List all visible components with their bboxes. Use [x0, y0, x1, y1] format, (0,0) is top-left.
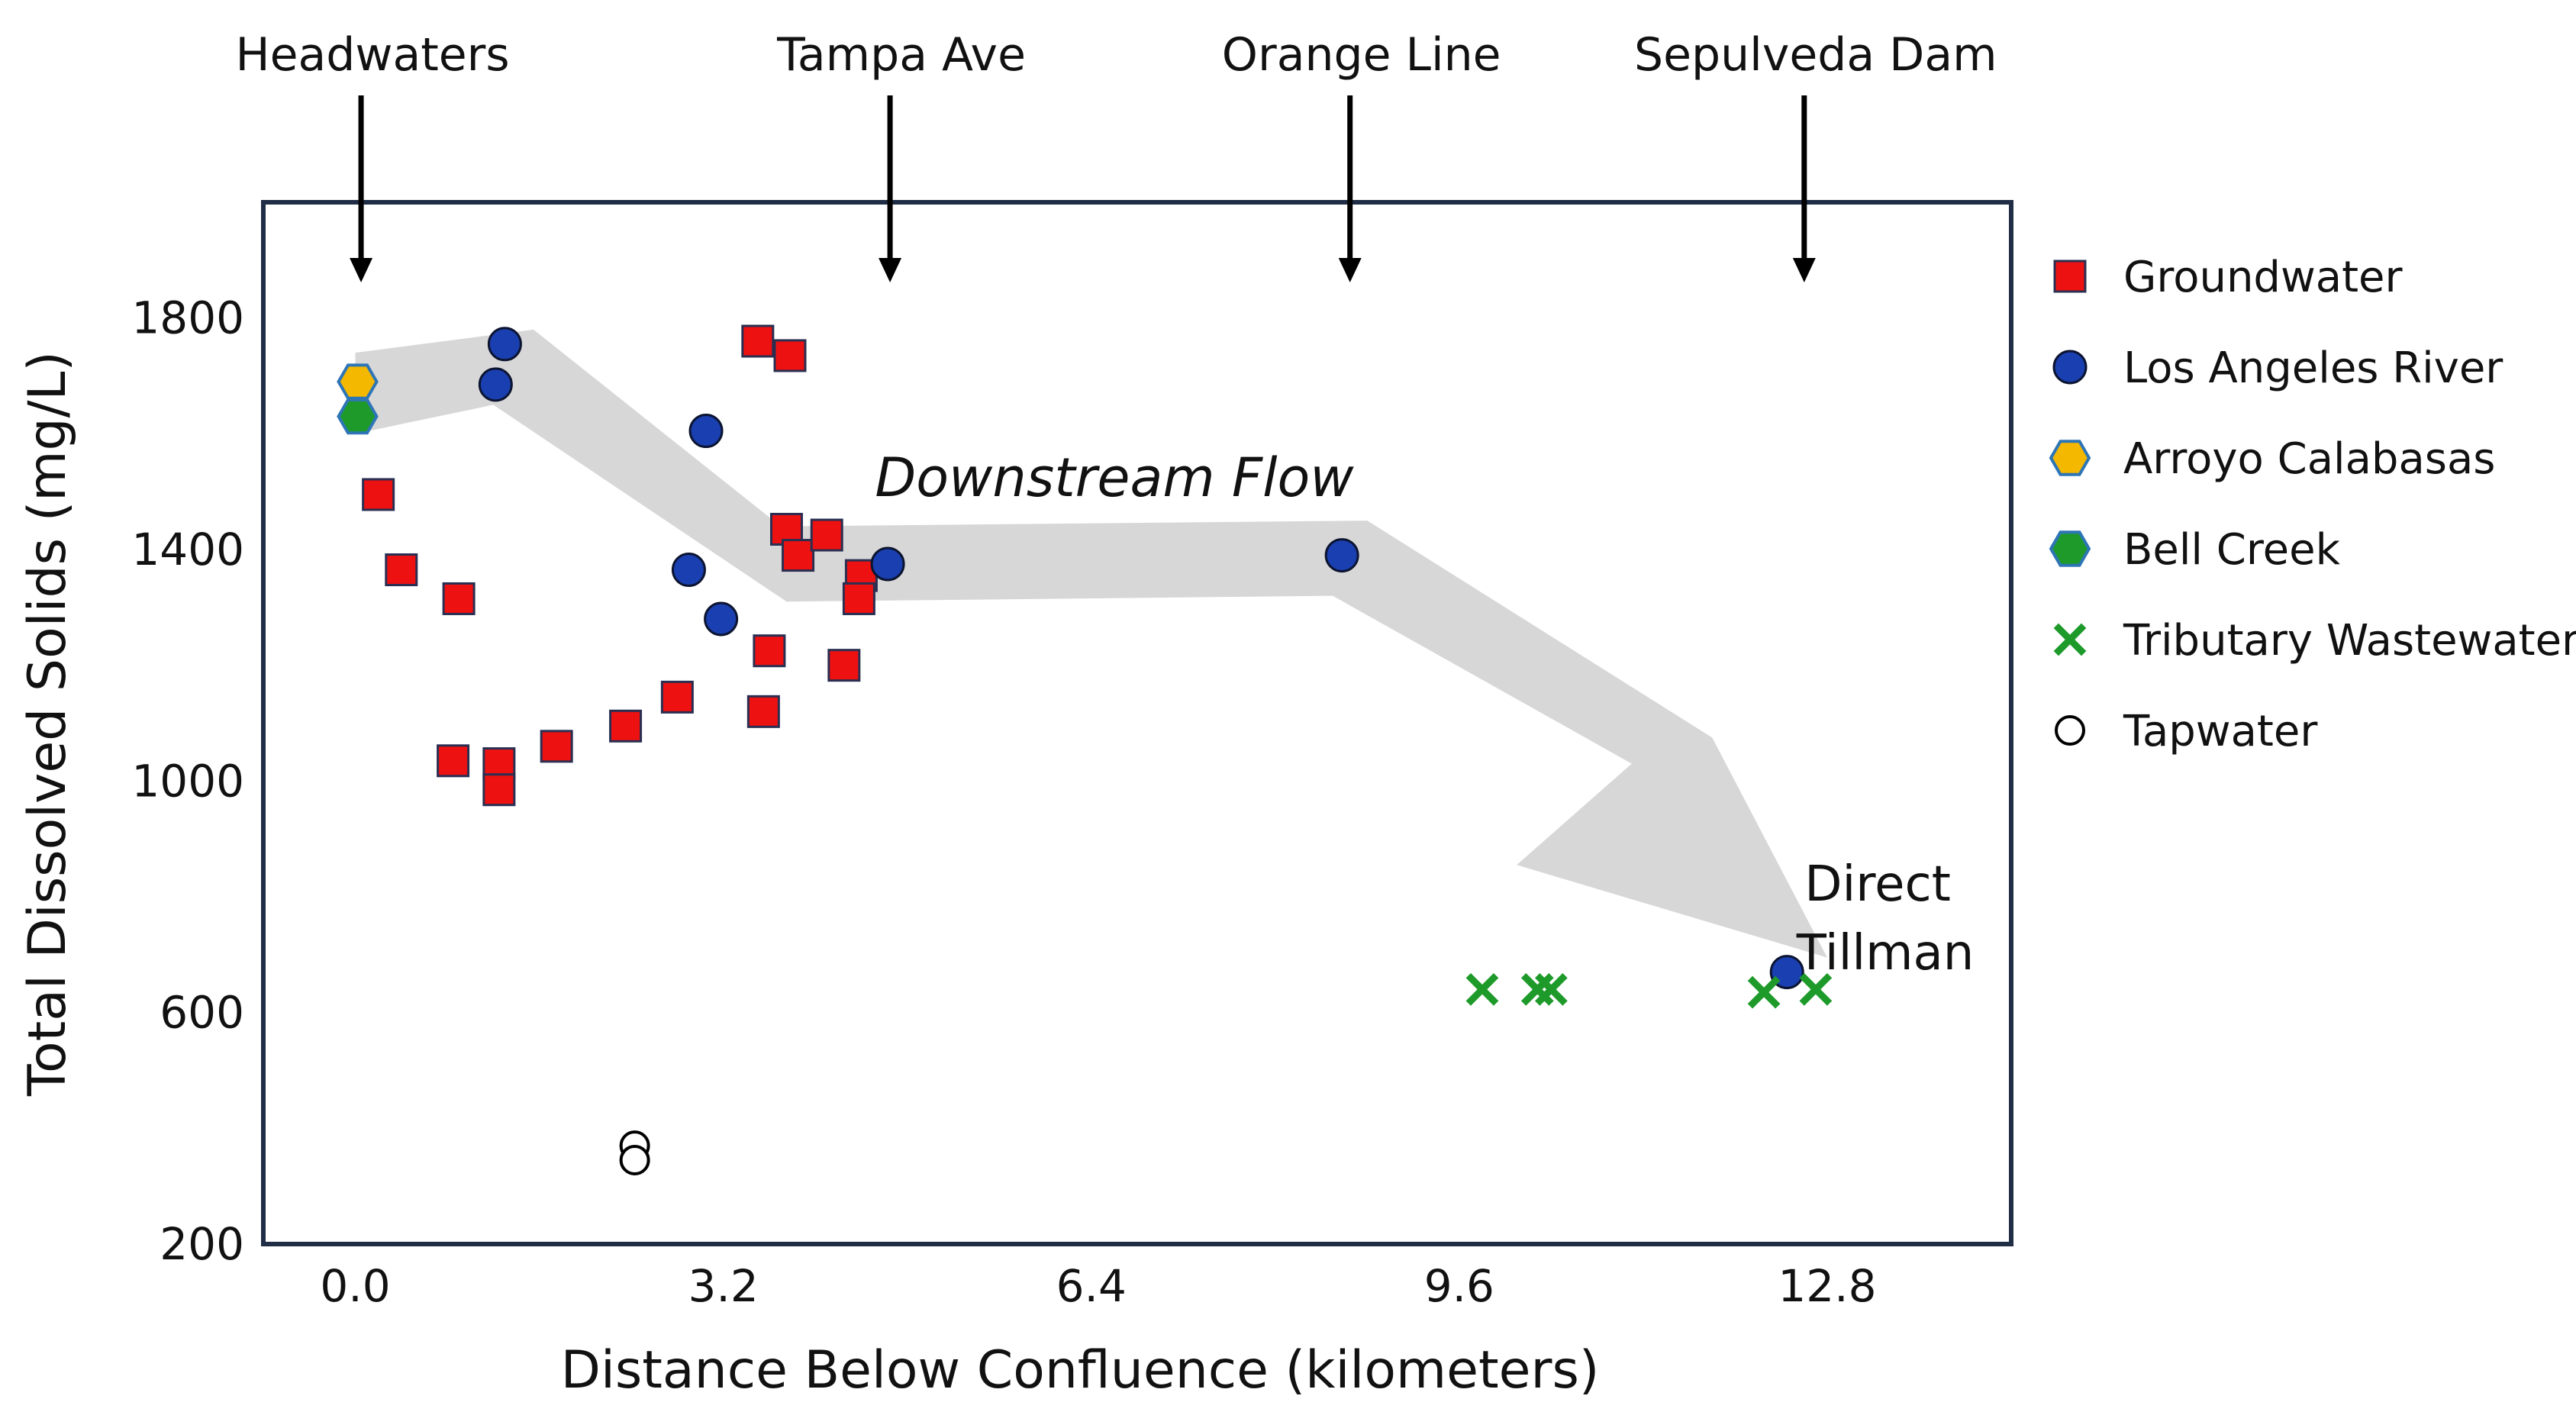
los-angeles-river-point [870, 546, 905, 582]
groundwater-point [842, 582, 875, 615]
los-angeles-river-point [688, 414, 724, 449]
groundwater-point [810, 518, 843, 552]
legend-marker [2053, 623, 2087, 656]
downstream-flow-label: Downstream Flow [875, 446, 1354, 509]
legend-marker [2049, 530, 2091, 567]
tributary-wastewater-point [1747, 975, 1781, 1009]
y-tick-label: 1000 [131, 755, 244, 807]
x-axis-title: Distance Below Confluence (kilometers) [561, 1340, 1600, 1401]
legend-marker [2055, 715, 2085, 746]
y-tick-label: 600 [160, 987, 244, 1039]
legend-marker [2053, 259, 2087, 293]
x-tick-label: 3.2 [688, 1260, 759, 1312]
legend-label: Los Angeles River [2123, 343, 2503, 393]
groundwater-point [753, 634, 786, 668]
location-arrow-head [1338, 258, 1362, 282]
los-angeles-river-point [704, 601, 739, 637]
y-tick-label: 200 [160, 1218, 244, 1270]
groundwater-point [482, 773, 516, 807]
arroyo-calabasas-point [337, 363, 379, 400]
los-angeles-river-point [671, 553, 706, 588]
groundwater-point [540, 730, 573, 763]
groundwater-point [782, 539, 815, 572]
groundwater-point [746, 695, 780, 728]
x-tick-label: 6.4 [1056, 1260, 1127, 1312]
legend-marker [2052, 350, 2088, 385]
tapwater-point [619, 1145, 650, 1176]
legend-label: Tributary Wastewater [2123, 616, 2576, 666]
bell-creek-point [337, 398, 379, 435]
groundwater-point [437, 744, 470, 778]
location-arrow-head [1792, 258, 1816, 282]
location-label: Tampa Ave [776, 28, 1026, 82]
legend-label: Arroyo Calabasas [2123, 434, 2495, 484]
location-label: Orange Line [1222, 28, 1501, 82]
location-label: Sepulveda Dam [1634, 28, 1997, 82]
y-tick-label: 1400 [131, 524, 244, 575]
tillman-label-line1: Direct [1804, 856, 1951, 913]
tillman-label-line2: Tillman [1796, 925, 1975, 982]
legend-label: Groundwater [2123, 253, 2404, 302]
legend-marker [2049, 440, 2091, 476]
legend: Groundwater Los Angeles River Arroyo Calab… [2049, 253, 2576, 756]
groundwater-point [773, 339, 807, 372]
y-tick-label: 1800 [131, 292, 244, 344]
groundwater-point [609, 709, 643, 743]
tributary-wastewater-point [1799, 972, 1833, 1006]
x-tick-label: 12.8 [1778, 1260, 1876, 1312]
x-tick-label: 9.6 [1424, 1260, 1494, 1312]
location-arrow-head [350, 258, 373, 282]
plot-frame [261, 200, 2013, 1246]
groundwater-point [442, 582, 476, 615]
downstream-flow-arrow [355, 329, 1827, 958]
los-angeles-river-point [487, 327, 522, 362]
groundwater-point [660, 680, 694, 714]
legend-label: Tapwater [2123, 707, 2318, 756]
location-arrow-head [879, 258, 902, 282]
groundwater-point [362, 478, 395, 511]
x-tick-label: 0.0 [320, 1260, 390, 1312]
tributary-wastewater-point [1535, 972, 1568, 1006]
y-axis-title: Total Dissolved Solids (mg/L) [18, 351, 78, 1097]
groundwater-point [385, 553, 418, 587]
groundwater-point [827, 649, 861, 682]
los-angeles-river-point [478, 367, 513, 402]
groundwater-point [741, 324, 775, 358]
location-label: Headwaters [236, 28, 510, 82]
legend-label: Bell Creek [2123, 525, 2341, 575]
los-angeles-river-point [1324, 538, 1359, 573]
tributary-wastewater-point [1465, 972, 1499, 1006]
